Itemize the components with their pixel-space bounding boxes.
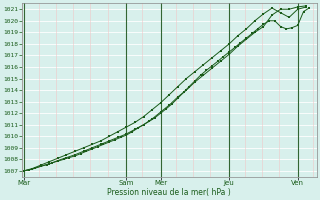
X-axis label: Pression niveau de la mer( hPa ): Pression niveau de la mer( hPa ) — [108, 188, 231, 197]
